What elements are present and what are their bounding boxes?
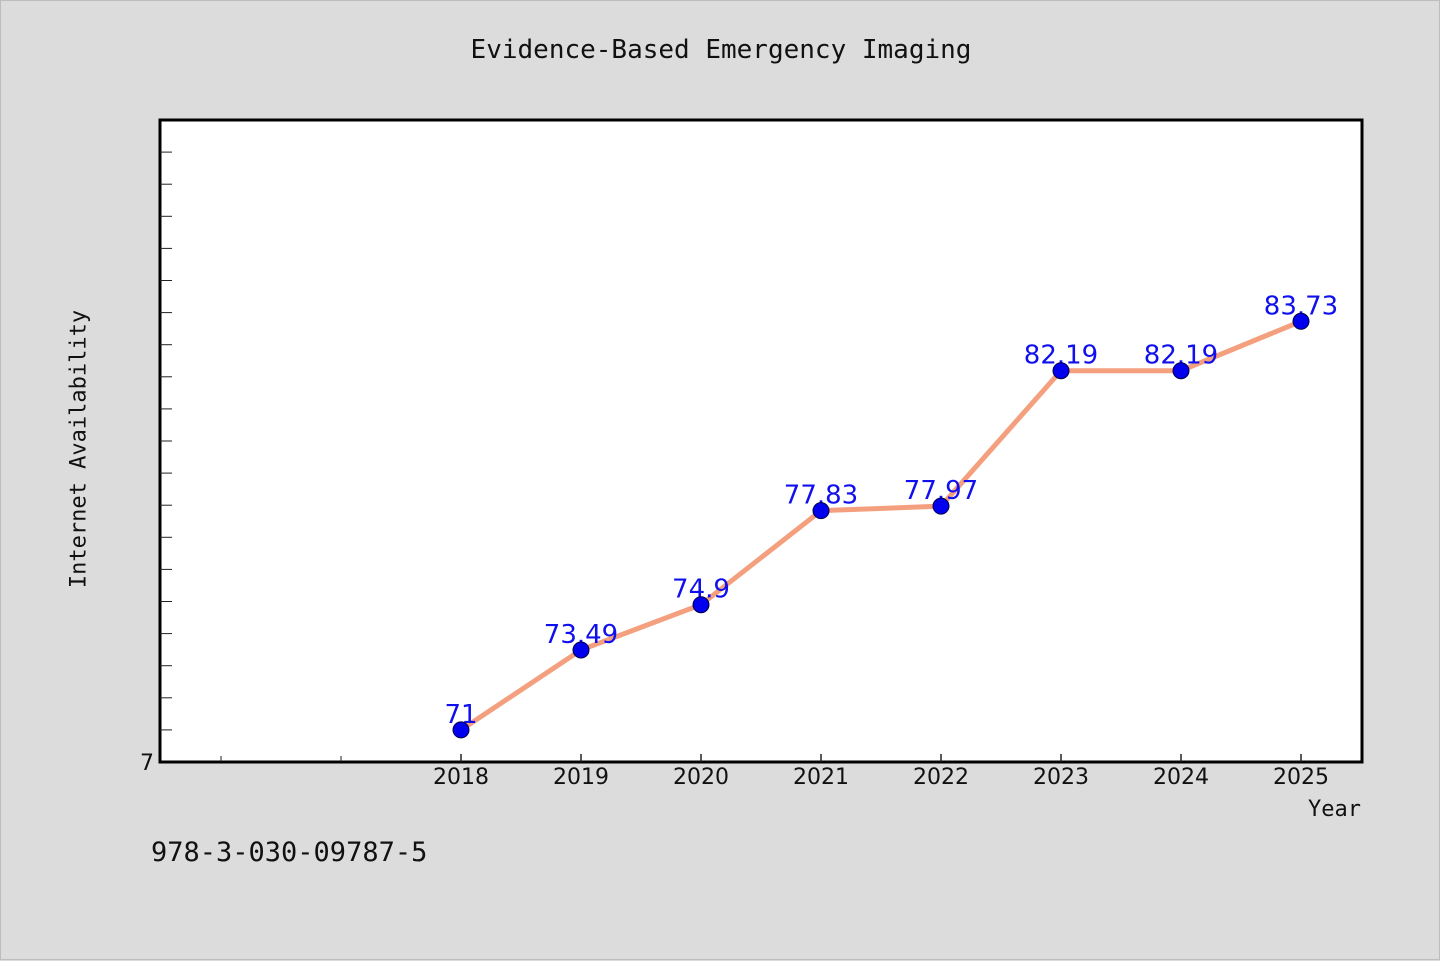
x-tick-label: 2021: [793, 765, 849, 790]
data-point: [692, 596, 710, 614]
x-tick-label: 2023: [1033, 765, 1089, 790]
data-point: [812, 502, 830, 520]
x-axis-label: Year: [1308, 797, 1361, 822]
data-point: [1172, 362, 1190, 380]
x-tick-label: 2019: [553, 765, 609, 790]
x-tick-label: 2024: [1153, 765, 1209, 790]
plot-area: [158, 118, 1364, 764]
isbn-footer: 978-3-030-09787-5: [151, 837, 428, 868]
data-point: [452, 721, 470, 739]
x-tick-label: 2022: [913, 765, 969, 790]
data-point: [932, 497, 950, 515]
x-tick-label: 2025: [1273, 765, 1329, 790]
data-point: [1292, 312, 1310, 330]
x-tick-label: 2018: [433, 765, 489, 790]
x-tick-label: 2020: [673, 765, 729, 790]
chart-title: Evidence-Based Emergency Imaging: [470, 35, 972, 65]
series-line: [458, 318, 1304, 733]
data-point: [572, 641, 590, 659]
y-tick-label: 7: [140, 751, 154, 776]
data-point: [1052, 362, 1070, 380]
